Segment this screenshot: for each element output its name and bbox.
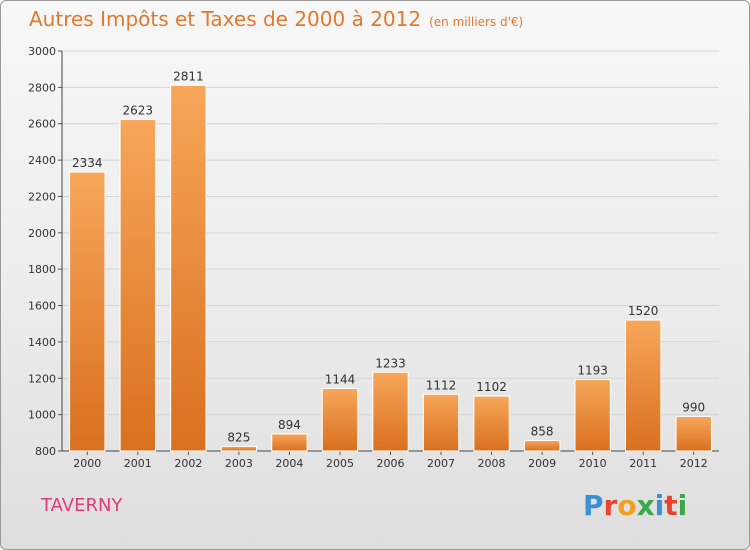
y-tick-label: 2200 (28, 190, 56, 203)
bar-2009 (523, 439, 561, 452)
x-tick-label-2011: 2011 (629, 457, 657, 470)
x-tick-label-2006: 2006 (377, 457, 405, 470)
proxiti-logo[interactable]: Proxiti (583, 489, 687, 522)
logo-letter: o (617, 489, 637, 522)
y-tick-label: 2800 (28, 81, 56, 94)
y-tick-label: 1000 (28, 409, 56, 422)
y-tick-label: 800 (35, 445, 56, 458)
bar-2001 (119, 119, 156, 452)
bar-2004 (271, 433, 308, 452)
bar-2012 (675, 415, 712, 452)
data-label-2002: 2811 (173, 69, 204, 83)
data-label-2006: 1233 (375, 356, 406, 370)
bar-2002 (170, 84, 207, 452)
x-tick-label-2002: 2002 (174, 457, 202, 470)
chart-subtitle: (en milliers d'€) (429, 15, 524, 29)
y-tick-label: 2400 (28, 154, 56, 167)
x-tick-label-2008: 2008 (478, 457, 506, 470)
location-label: TAVERNY (41, 495, 123, 516)
bar-2006 (372, 371, 409, 452)
data-label-2000: 2334 (72, 156, 103, 170)
y-tick-label: 3000 (28, 45, 56, 58)
logo-letter: t (664, 489, 678, 522)
labels: 800 1000 1200 1400 1600 1800 2000 2200 2400 2600 2… (28, 45, 708, 470)
data-label-2005: 1144 (325, 372, 356, 386)
data-label-2012: 990 (682, 400, 705, 414)
data-label-2007: 1112 (426, 378, 457, 392)
bar-2008 (473, 395, 510, 452)
x-tick-label-2012: 2012 (680, 457, 708, 470)
x-tick-label-2000: 2000 (73, 457, 101, 470)
bar-2003 (220, 445, 258, 452)
bar-2011 (625, 319, 662, 452)
bar-2000 (69, 171, 106, 452)
y-tick-label: 2000 (28, 227, 56, 240)
x-tick-label-2001: 2001 (124, 457, 152, 470)
bar-2007 (422, 393, 460, 452)
x-tick-label-2003: 2003 (225, 457, 253, 470)
data-label-2008: 1102 (476, 380, 507, 394)
y-tick-label: 1400 (28, 336, 56, 349)
y-tick-label: 1200 (28, 372, 56, 385)
data-label-2003: 825 (227, 430, 250, 444)
x-tick-label-2009: 2009 (528, 457, 556, 470)
logo-letter: P (583, 489, 604, 522)
logo-letter: i (654, 489, 665, 522)
logo-letter: i (677, 489, 688, 522)
x-tick-label-2010: 2010 (579, 457, 607, 470)
y-tick-label: 2600 (28, 118, 56, 131)
data-label-2004: 894 (278, 418, 301, 432)
data-label-2009: 858 (531, 424, 554, 438)
data-label-2001: 2623 (123, 104, 154, 118)
x-tick-label-2005: 2005 (326, 457, 354, 470)
x-tick-label-2004: 2004 (275, 457, 303, 470)
logo-letter: r (603, 489, 618, 522)
chart-title: Autres Impôts et Taxes de 2000 à 2012 (en… (29, 7, 523, 31)
y-tick-label: 1600 (28, 300, 56, 313)
bar-2005 (321, 387, 359, 452)
y-tick-label: 1800 (28, 263, 56, 276)
logo-letter: x (636, 489, 655, 522)
data-label-2011: 1520 (628, 304, 659, 318)
chart-title-text: Autres Impôts et Taxes de 2000 à 2012 (29, 7, 422, 31)
bars (69, 84, 712, 452)
x-tick-label-2007: 2007 (427, 457, 455, 470)
data-label-2010: 1193 (577, 364, 608, 378)
bar-2010 (574, 379, 611, 452)
